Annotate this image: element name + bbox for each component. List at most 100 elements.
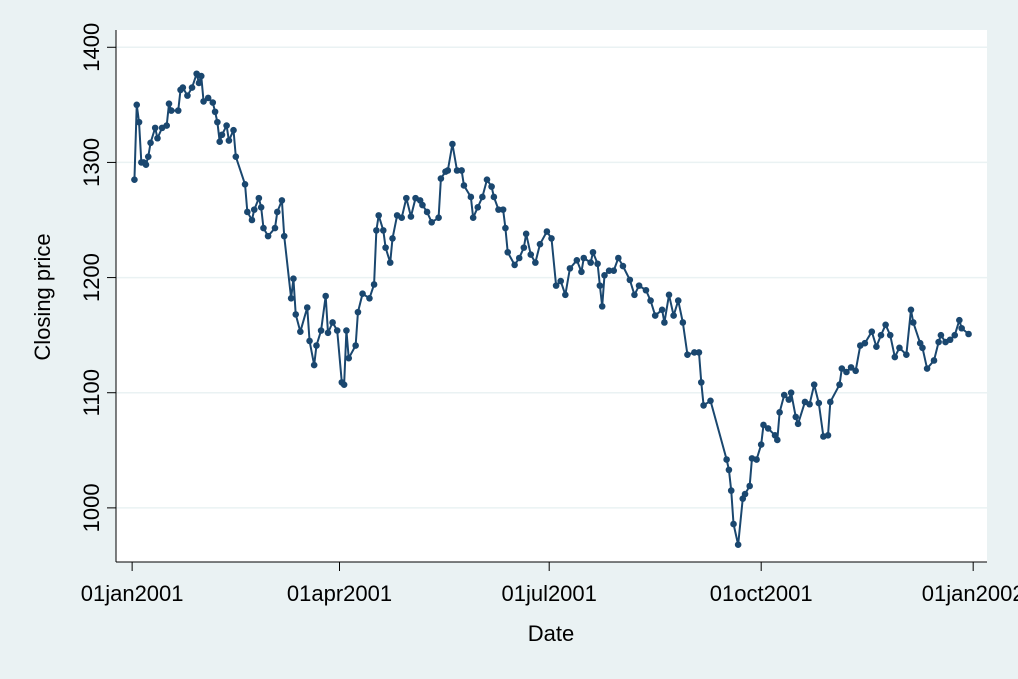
price-marker: [154, 134, 161, 142]
price-marker: [322, 292, 329, 300]
price-marker: [843, 368, 850, 376]
price-marker: [930, 357, 938, 364]
price-marker: [200, 98, 207, 105]
price-marker: [596, 282, 604, 289]
price-marker: [310, 361, 318, 369]
price-marker: [179, 84, 187, 91]
price-marker: [333, 327, 341, 334]
price-marker: [937, 331, 945, 339]
price-marker: [264, 232, 272, 240]
price-marker: [211, 108, 219, 116]
price-marker: [232, 153, 240, 160]
price-marker: [133, 101, 141, 109]
price-marker: [594, 260, 601, 268]
price-marker: [552, 282, 560, 289]
price-marker: [216, 138, 223, 145]
price-marker: [727, 487, 735, 494]
price-marker: [527, 251, 535, 258]
price-marker: [810, 381, 818, 388]
price-marker: [787, 389, 795, 397]
price-marker: [244, 208, 251, 216]
price-marker: [313, 342, 320, 349]
price-marker: [511, 261, 518, 269]
price-marker: [610, 267, 618, 274]
price-marker: [271, 224, 279, 232]
price-marker: [248, 216, 256, 224]
price-marker: [278, 197, 286, 204]
x-tick-label: 01oct2001: [710, 581, 813, 606]
price-marker: [354, 308, 362, 316]
price-marker: [642, 286, 650, 294]
price-marker: [691, 349, 698, 356]
price-marker: [615, 254, 622, 262]
price-marker: [504, 248, 512, 256]
price-marker: [695, 349, 703, 356]
price-marker: [626, 276, 634, 284]
price-marker: [598, 303, 606, 310]
price-marker: [280, 232, 288, 240]
price-marker: [734, 541, 742, 549]
x-tick-label: 01jan2001: [81, 581, 184, 606]
price-marker: [665, 291, 673, 299]
price-marker: [449, 140, 456, 148]
price-marker: [142, 161, 150, 169]
price-marker: [168, 107, 175, 114]
price-marker: [548, 235, 555, 242]
price-marker: [522, 230, 530, 238]
price-marker: [605, 267, 613, 274]
price-marker: [635, 282, 643, 289]
price-marker: [619, 262, 627, 270]
price-marker: [946, 336, 954, 344]
price-marker: [753, 456, 760, 463]
price-marker: [886, 331, 894, 339]
price-marker: [437, 175, 445, 182]
price-marker: [679, 319, 687, 326]
price-marker: [290, 275, 297, 283]
price-marker: [661, 319, 668, 326]
price-marker: [697, 379, 705, 386]
price-marker: [324, 329, 332, 337]
price-marker: [651, 312, 659, 319]
price-marker: [428, 219, 435, 226]
price-marker: [292, 311, 300, 318]
price-marker: [868, 328, 876, 335]
price-marker: [225, 137, 233, 144]
price-marker: [707, 397, 714, 405]
y-tick-label: 1400: [79, 23, 104, 72]
price-marker: [746, 482, 753, 490]
y-tick-label: 1000: [79, 483, 104, 532]
price-marker: [340, 381, 348, 388]
price-marker: [297, 328, 304, 335]
price-marker: [557, 277, 565, 285]
price-marker: [919, 344, 926, 352]
price-marker: [287, 295, 295, 302]
price-marker: [536, 240, 544, 248]
y-tick-label: 1100: [79, 369, 104, 416]
price-marker: [515, 254, 523, 262]
price-marker: [474, 204, 482, 211]
price-marker: [255, 194, 263, 202]
price-marker: [502, 224, 509, 232]
price-marker: [273, 208, 281, 216]
price-marker: [764, 425, 772, 432]
price-marker: [499, 206, 507, 213]
price-marker: [188, 84, 196, 91]
plot-area: [116, 30, 987, 562]
price-marker: [352, 342, 359, 349]
price-marker: [386, 259, 394, 266]
price-marker: [382, 244, 389, 251]
price-marker: [329, 319, 336, 326]
price-marker: [483, 176, 491, 183]
price-marker: [303, 304, 311, 311]
price-marker: [195, 79, 203, 87]
price-marker: [458, 167, 465, 174]
price-marker: [965, 330, 972, 338]
price-marker: [144, 153, 152, 160]
price-marker: [951, 331, 959, 339]
price-marker: [460, 182, 468, 189]
price-marker: [725, 466, 733, 474]
price-marker: [877, 331, 885, 339]
price-marker: [907, 306, 915, 314]
price-marker: [935, 338, 942, 346]
